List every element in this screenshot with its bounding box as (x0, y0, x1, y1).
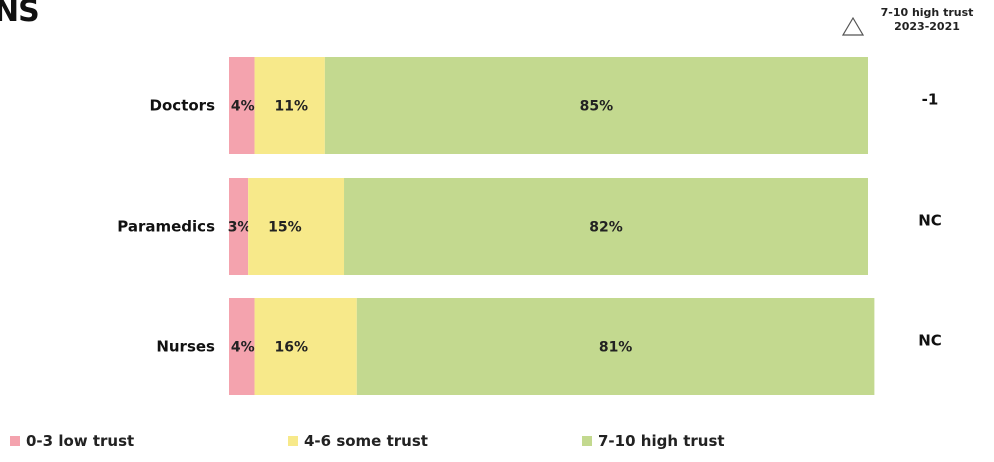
category-label-nurses: Nurses (156, 338, 215, 356)
bar-segment-nurses-low (229, 298, 255, 395)
bar-segment-paramedics-high (344, 178, 868, 275)
bar-segment-doctors-high (324, 57, 869, 154)
change-value-doctors: -1 (922, 91, 939, 109)
change-value-paramedics: NC (918, 212, 942, 230)
legend-label-low: 0-3 low trust (26, 432, 135, 450)
data-label-doctors-high: 85% (580, 99, 614, 115)
triangle-outline-icon (842, 16, 864, 36)
category-label-doctors: Doctors (150, 97, 216, 115)
bar-segment-nurses-some (254, 298, 357, 395)
legend: 0-3 low trust 4-6 some trust 7-10 high t… (10, 432, 990, 456)
legend-item-low: 0-3 low trust (10, 432, 134, 450)
data-label-nurses-high: 81% (599, 340, 633, 356)
category-label-paramedics: Paramedics (117, 218, 215, 236)
change-value-nurses: NC (918, 332, 942, 350)
data-label-doctors-low: 4% (231, 99, 255, 115)
legend-swatch-low (10, 436, 20, 446)
data-label-nurses-low: 4% (231, 340, 255, 356)
title-fragment: NS (0, 0, 40, 29)
change-header-line2: 2023-2021 (894, 20, 960, 33)
data-label-paramedics-some: 15% (268, 220, 302, 236)
legend-label-high: 7-10 high trust (598, 432, 725, 450)
legend-swatch-high (582, 436, 592, 446)
legend-swatch-some (288, 436, 298, 446)
data-label-paramedics-high: 82% (589, 220, 623, 236)
legend-item-some: 4-6 some trust (288, 432, 428, 450)
legend-label-some: 4-6 some trust (304, 432, 428, 450)
data-label-paramedics-low: 3% (228, 220, 252, 236)
legend-item-high: 7-10 high trust (582, 432, 725, 450)
change-header-label: 7-10 high trust 2023-2021 (872, 6, 982, 34)
data-label-nurses-some: 16% (275, 340, 309, 356)
bar-segment-doctors-low (229, 57, 255, 154)
bar-segment-nurses-high (356, 298, 875, 395)
bar-segment-paramedics-low (229, 178, 249, 275)
bar-segment-paramedics-some (248, 178, 345, 275)
data-label-doctors-some: 11% (275, 99, 309, 115)
bar-segment-doctors-some (254, 57, 325, 154)
change-header-line1: 7-10 high trust (880, 6, 974, 19)
change-column-header: 7-10 high trust 2023-2021 (842, 6, 982, 46)
stacked-bar-chart: Doctors 4% 11% 85% -1 Paramedics 3% 15% 82% NC Nur… (117, 57, 942, 395)
